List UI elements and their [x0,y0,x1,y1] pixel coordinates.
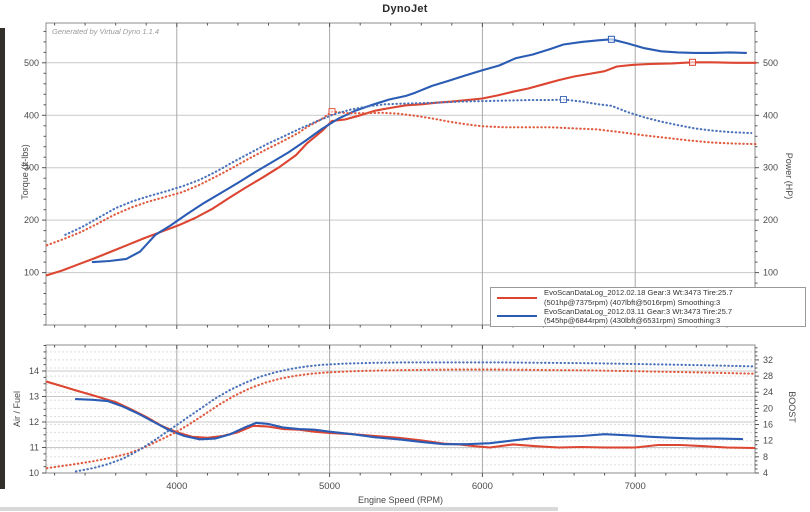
y-tick-label: 200 [763,215,778,225]
y-tick-label: 10 [29,468,39,478]
series-afr-2012-02-18 [45,380,756,450]
y-tick-label: 28 [763,371,773,381]
series-torque-2012-03-11 [64,98,753,236]
y-tick-label: 12 [763,436,773,446]
legend-red-line1: EvoScanDataLog_2012.02.18 Gear:3 Wt:3473… [544,288,733,298]
y-tick-label: 4 [763,468,768,478]
y-tick-label: 32 [763,355,773,365]
window-edge-left [0,28,5,489]
x-tick-label: 6000 [472,481,493,492]
y-tick-label: 500 [24,58,39,68]
plot-border [45,344,756,474]
series-power-2012-02-18 [45,61,757,277]
y-tick-label: 300 [24,163,39,173]
plot-border [45,22,756,326]
peak-marker-power-2012-03-11 [607,35,615,43]
y-tick-label: 13 [29,392,39,402]
y-tick-label: 300 [763,163,778,173]
series-boost-2012-03-11 [74,361,756,473]
window-edge-bottom [0,507,558,511]
torque-axis-label: Torque (ft-lbs) [20,144,30,200]
x-tick-label: 7000 [625,481,646,492]
afr-axis-label: Air / Fuel [12,390,22,428]
boost-axis-label: BOOST [787,391,797,423]
watermark-text: Generated by Virtual Dyno 1.1.4 [52,27,160,36]
series-afr-2012-03-11 [74,398,744,446]
legend-entry-2012-02-18: EvoScanDataLog_2012.02.18 Gear:3 Wt:3473… [493,288,803,307]
engine-speed-axis-label: Engine Speed (RPM) [357,495,444,505]
legend-entry-2012-03-11: EvoScanDataLog_2012.03.11 Gear:3 Wt:3473… [493,307,803,326]
y-tick-label: 14 [29,366,39,376]
legend-swatch-red [497,296,537,299]
series-boost-2012-02-18 [45,368,756,470]
y-tick-label: 12 [29,417,39,427]
series-power-2012-03-11 [91,38,748,264]
y-tick-label: 16 [763,420,773,430]
peak-marker-torque-2012-03-11 [560,96,567,103]
y-tick-label: 20 [763,403,773,413]
power-axis-label: Power (HP) [784,152,794,200]
legend-blue-line1: EvoScanDataLog_2012.03.11 Gear:3 Wt:3473… [544,307,733,316]
peak-marker-power-2012-02-18 [689,58,696,66]
y-tick-label: 200 [24,215,39,225]
y-tick-label: 24 [763,387,773,397]
legend-red-line2: (501hp@7375rpm) (407lbft@5016rpm) Smooth… [544,297,721,307]
y-tick-label: 400 [24,110,39,120]
legend-blue-line2: (545hp@6844rpm) (430lbft@6531rpm) Smooth… [544,316,721,326]
series-torque-2012-02-18 [45,110,757,247]
y-tick-label: 400 [763,110,778,120]
y-tick-label: 100 [763,268,778,278]
y-tick-label: 100 [24,268,39,278]
legend-text-red: EvoScanDataLog_2012.02.18 Gear:3 Wt:3473… [544,288,733,307]
legend-swatch-blue [497,315,537,318]
legend-text-blue: EvoScanDataLog_2012.03.11 Gear:3 Wt:3473… [544,307,732,326]
chart-title: DynoJet [382,3,428,15]
legend: EvoScanDataLog_2012.02.18 Gear:3 Wt:3473… [490,287,806,327]
x-tick-label: 4000 [166,481,187,492]
y-tick-label: 11 [30,443,39,453]
x-tick-label: 5000 [319,481,340,492]
y-tick-label: 500 [763,58,778,68]
y-tick-label: 8 [763,452,768,462]
